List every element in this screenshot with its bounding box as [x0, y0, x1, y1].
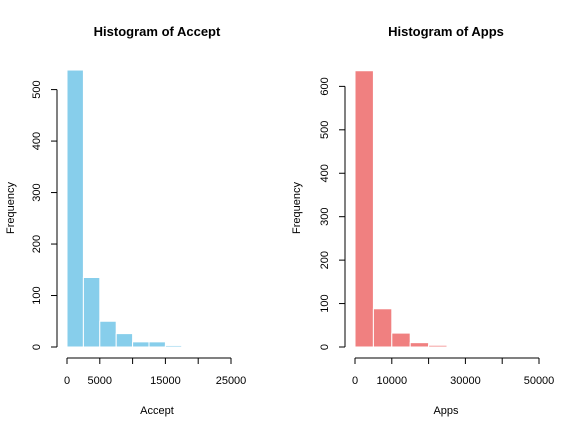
x-axis-label: Apps — [433, 405, 459, 417]
y-tick-label: 600 — [319, 77, 331, 95]
histogram-bar — [354, 70, 374, 348]
y-tick-label: 200 — [31, 235, 43, 253]
y-tick-label: 400 — [319, 164, 331, 182]
y-axis: 0 100 200 300 400 500 600 — [319, 77, 346, 350]
histogram-bar — [115, 333, 134, 348]
bars — [66, 69, 199, 348]
x-tick-label: 15000 — [150, 375, 181, 387]
chart-title: Histogram of Apps — [388, 24, 504, 39]
y-tick-label: 500 — [31, 80, 43, 98]
x-tick-label: 0 — [64, 375, 70, 387]
histogram-bar — [409, 342, 430, 348]
y-tick-label: 400 — [31, 132, 43, 150]
y-tick-label: 200 — [319, 251, 331, 269]
histogram-bar — [164, 344, 183, 348]
x-tick-label: 0 — [352, 375, 358, 387]
y-tick-label: 300 — [31, 183, 43, 201]
histogram-bar — [132, 341, 150, 348]
y-tick-label: 0 — [319, 344, 331, 350]
histogram-bar — [181, 345, 199, 348]
x-tick-label: 25000 — [216, 375, 247, 387]
bars — [354, 70, 540, 348]
x-tick-label: 5000 — [88, 375, 112, 387]
histogram-bar — [391, 332, 411, 348]
histogram-bar — [99, 320, 117, 348]
chart-title: Histogram of Accept — [94, 24, 221, 39]
y-axis: 0 100 200 300 400 500 — [31, 80, 58, 350]
y-tick-label: 500 — [319, 121, 331, 139]
x-axis: 0 5000 15000 25000 — [64, 357, 247, 387]
x-tick-label: 10000 — [377, 375, 408, 387]
x-tick-label: 30000 — [450, 375, 481, 387]
histogram-bar — [428, 344, 448, 348]
y-tick-label: 0 — [31, 344, 43, 350]
y-tick-label: 300 — [319, 208, 331, 226]
apps-histogram-panel: Histogram of Apps Apps Frequency 0 10000 3… — [291, 24, 554, 417]
histogram-bar — [66, 69, 84, 348]
histogram-bar — [372, 308, 393, 348]
y-tick-label: 100 — [319, 294, 331, 312]
histogram-bar — [82, 277, 101, 348]
y-tick-label: 100 — [31, 286, 43, 304]
accept-histogram-panel: Histogram of Accept Accept Frequency 0 50… — [5, 24, 246, 417]
y-axis-label: Frequency — [291, 182, 303, 234]
y-axis-label: Frequency — [5, 182, 17, 234]
x-axis-label: Accept — [140, 405, 174, 417]
x-axis: 0 10000 30000 50000 — [352, 357, 555, 387]
histogram-bar — [148, 341, 166, 348]
x-tick-label: 50000 — [524, 375, 555, 387]
